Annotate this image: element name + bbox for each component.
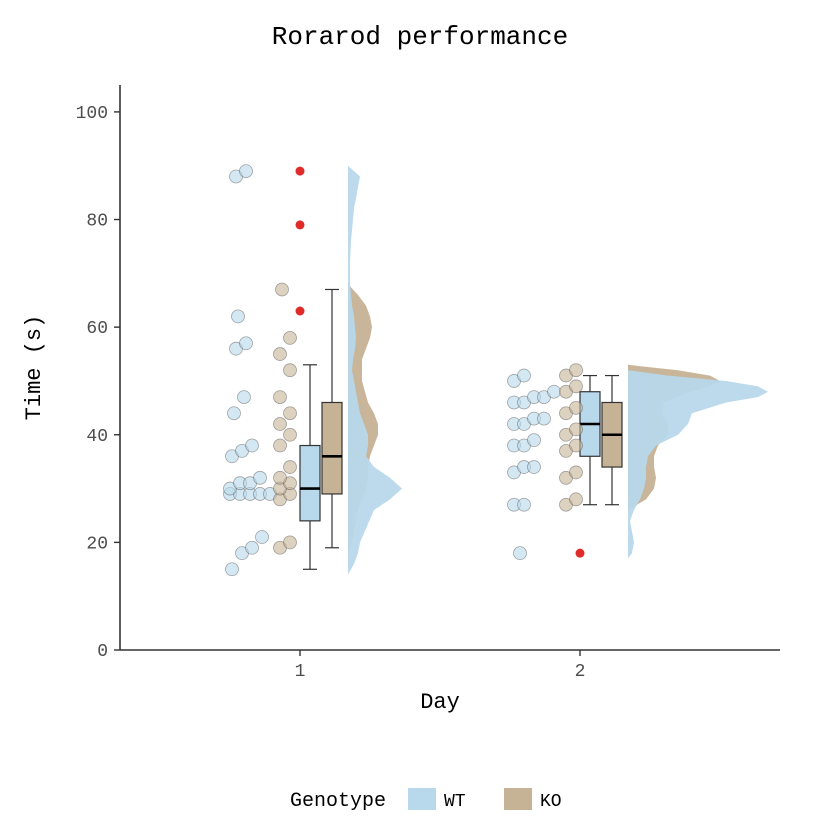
jitter-point [528, 434, 541, 447]
boxplot-box [300, 446, 320, 521]
jitter-point [538, 412, 551, 425]
jitter-point [274, 391, 287, 404]
jitter-point [240, 165, 253, 178]
outlier-point [296, 167, 305, 176]
jitter-point [570, 466, 583, 479]
jitter-point [284, 331, 297, 344]
y-axis-label: Time (s) [22, 315, 47, 421]
jitter-point [284, 461, 297, 474]
y-tick-label: 0 [97, 642, 108, 662]
outlier-point [296, 220, 305, 229]
jitter-point [284, 428, 297, 441]
jitter-point [256, 531, 269, 544]
jitter-point [226, 563, 239, 576]
jitter-point [240, 337, 253, 350]
jitter-point [274, 418, 287, 431]
jitter-point [246, 541, 259, 554]
jitter-point [548, 385, 561, 398]
raincloud-chart: Rorarod performance 0 20 40 60 80 100 Time (s) 1… [0, 0, 840, 840]
jitter-point [570, 493, 583, 506]
jitter-point [570, 401, 583, 414]
jitter-point [518, 498, 531, 511]
legend-label: KO [540, 792, 562, 812]
legend-label: WT [444, 792, 466, 812]
jitter-point [570, 423, 583, 436]
y-tick-label: 60 [86, 319, 108, 339]
legend-title: Genotype [290, 790, 386, 813]
chart-title: Rorarod performance [272, 22, 568, 52]
jitter-point [228, 407, 241, 420]
jitter-point [284, 536, 297, 549]
jitter-point [570, 380, 583, 393]
boxplot-box [322, 402, 342, 493]
legend-swatch [504, 788, 532, 810]
jitter-point [274, 471, 287, 484]
x-tick-label: 1 [295, 662, 306, 682]
jitter-point [254, 471, 267, 484]
x-axis-label: Day [420, 690, 460, 715]
y-tick-label: 20 [86, 534, 108, 554]
jitter-point [284, 407, 297, 420]
jitter-point [528, 461, 541, 474]
x-tick-label: 2 [575, 662, 586, 682]
jitter-point [514, 547, 527, 560]
y-tick-label: 80 [86, 212, 108, 232]
legend-swatch [408, 788, 436, 810]
y-tick-label: 100 [76, 104, 108, 124]
jitter-point [570, 439, 583, 452]
jitter-point [274, 348, 287, 361]
jitter-point [232, 310, 245, 323]
jitter-point [570, 364, 583, 377]
outlier-point [296, 307, 305, 316]
jitter-point [238, 391, 251, 404]
outlier-point [576, 549, 585, 558]
jitter-point [284, 364, 297, 377]
jitter-point [518, 369, 531, 382]
jitter-point [274, 439, 287, 452]
y-tick-label: 40 [86, 427, 108, 447]
jitter-point [276, 283, 289, 296]
jitter-point [246, 439, 259, 452]
